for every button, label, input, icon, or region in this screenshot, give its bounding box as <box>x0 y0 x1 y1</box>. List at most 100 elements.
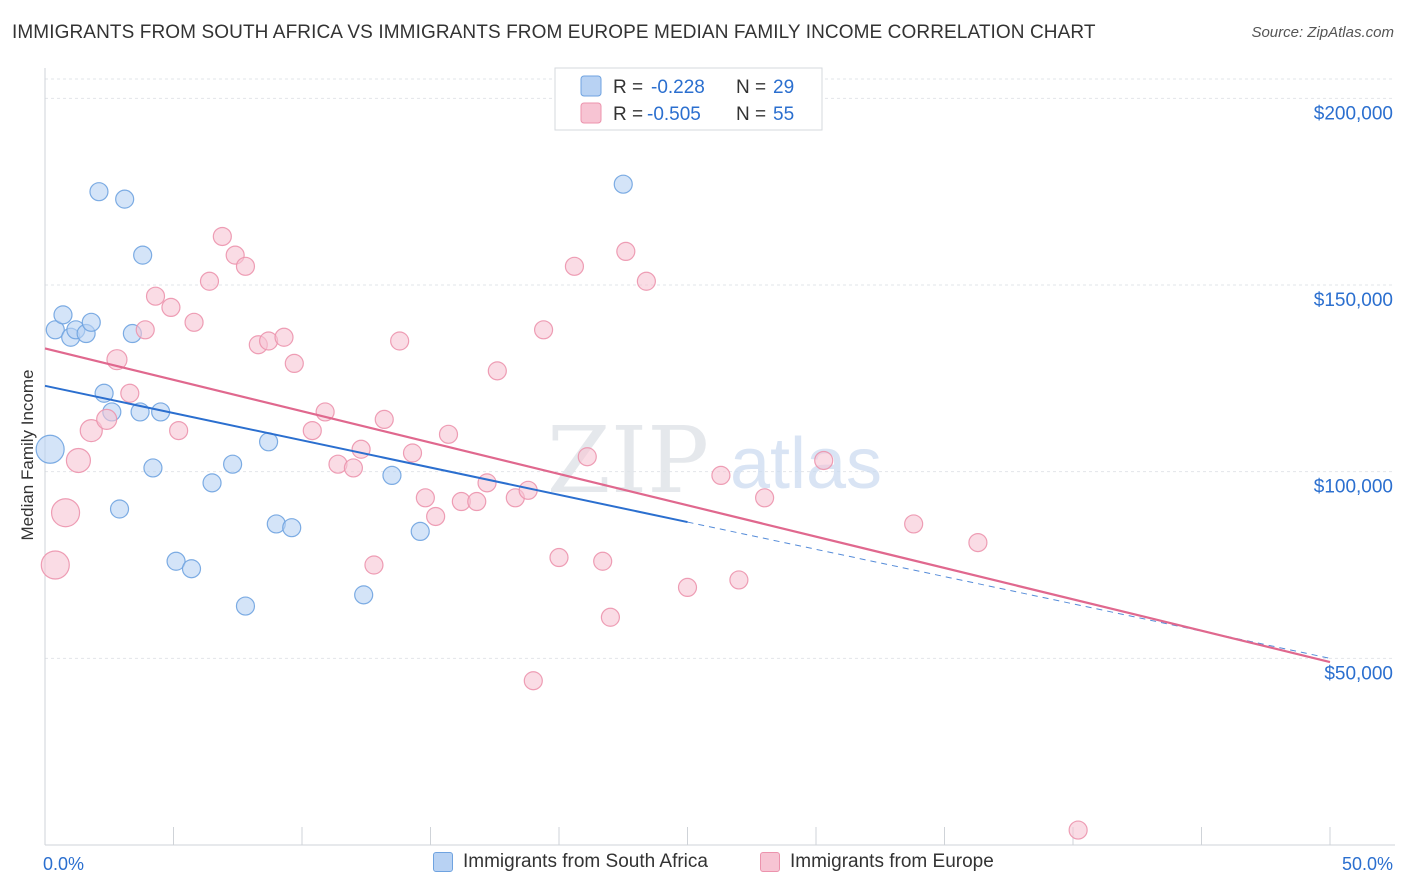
point-europe-8 <box>145 286 166 306</box>
point-south-africa-13 <box>133 245 153 265</box>
legend-n-value-south-africa: 29 <box>773 77 794 98</box>
point-europe-27 <box>390 331 410 351</box>
watermark-atlas: atlas <box>730 424 882 504</box>
point-europe-39 <box>549 547 569 568</box>
point-europe-3 <box>79 419 103 443</box>
point-south-africa-20 <box>223 454 243 474</box>
point-south-africa-11 <box>115 189 135 209</box>
y-tick-label-3: $200,000 <box>1314 103 1393 124</box>
point-south-africa-6 <box>81 312 101 332</box>
point-europe-15 <box>235 256 256 276</box>
trend-line-south-africa <box>44 384 688 524</box>
point-europe-0 <box>40 550 70 580</box>
watermark-zip: ZIP <box>547 407 709 514</box>
legend-bottom-label-south-africa: Immigrants from South Africa <box>463 851 708 872</box>
point-south-africa-15 <box>143 458 163 478</box>
point-europe-50 <box>754 488 775 508</box>
point-europe-23 <box>343 458 363 478</box>
legend-r-value-south-africa: -0.228 <box>651 77 705 98</box>
legend-item-europe: Immigrants from Europe <box>760 851 994 873</box>
point-europe-12 <box>199 271 220 291</box>
source-label: Source: ZipAtlas.com <box>1251 24 1394 41</box>
point-south-africa-0 <box>35 434 65 464</box>
point-europe-24 <box>351 439 371 459</box>
point-south-africa-10 <box>109 499 130 519</box>
trend-layer <box>44 347 1331 664</box>
point-europe-42 <box>593 551 613 571</box>
point-south-africa-21 <box>235 596 256 616</box>
point-europe-41 <box>577 447 597 467</box>
point-europe-38 <box>533 320 554 340</box>
point-europe-33 <box>467 491 487 512</box>
point-europe-49 <box>729 570 749 590</box>
y-tick-labels: $50,000 $100,000 $150,000 $200,000 <box>1314 103 1393 684</box>
x-tick-label-max: 50.0% <box>1342 854 1393 874</box>
point-europe-53 <box>968 532 988 553</box>
point-south-africa-19 <box>202 473 222 493</box>
y-tick-label-0: $50,000 <box>1324 663 1393 684</box>
point-europe-7 <box>135 320 155 340</box>
point-europe-4 <box>96 408 118 430</box>
point-europe-20 <box>302 421 322 441</box>
watermark: ZIP atlas <box>547 407 882 514</box>
point-europe-45 <box>636 271 656 291</box>
point-south-africa-27 <box>410 521 430 542</box>
legend-bottom-label-europe: Immigrants from Europe <box>790 851 994 872</box>
point-south-africa-2 <box>53 305 73 325</box>
point-europe-30 <box>426 506 446 527</box>
x-tick-label-min: 0.0% <box>43 854 84 874</box>
point-europe-28 <box>402 443 423 463</box>
point-europe-19 <box>284 353 304 373</box>
points-layer <box>35 174 1088 840</box>
point-south-africa-1 <box>45 320 65 340</box>
point-europe-52 <box>904 514 924 534</box>
point-europe-1 <box>50 498 81 528</box>
y-axis-label: Median Family Income <box>18 369 37 540</box>
point-south-africa-18 <box>181 559 202 579</box>
point-south-africa-25 <box>354 585 374 605</box>
legend-bottom-swatch-south-africa <box>433 852 453 872</box>
point-europe-6 <box>120 383 140 403</box>
point-europe-43 <box>600 607 621 627</box>
point-south-africa-28 <box>613 174 633 194</box>
point-europe-54 <box>1068 820 1088 840</box>
point-europe-48 <box>711 465 731 485</box>
point-europe-13 <box>212 226 232 247</box>
point-europe-34 <box>477 473 497 493</box>
legend-n-label-europe: N = <box>736 104 766 125</box>
point-europe-31 <box>438 424 459 444</box>
legend-bottom: Immigrants from South Africa Immigrants … <box>0 851 1406 879</box>
y-tick-label-2: $150,000 <box>1314 290 1393 311</box>
legend-item-south-africa: Immigrants from South Africa <box>433 851 708 873</box>
point-south-africa-24 <box>282 518 302 538</box>
legend-n-label-south-africa: N = <box>736 77 766 98</box>
point-europe-25 <box>364 555 384 575</box>
point-europe-51 <box>814 450 834 471</box>
point-europe-10 <box>169 421 189 441</box>
point-europe-35 <box>487 361 507 381</box>
point-europe-18 <box>274 327 294 347</box>
chart-title: IMMIGRANTS FROM SOUTH AFRICA VS IMMIGRAN… <box>12 22 1096 43</box>
legend-bottom-swatch-europe <box>760 852 780 872</box>
point-europe-11 <box>184 312 204 332</box>
point-south-africa-7 <box>89 182 109 202</box>
grid-layer <box>45 78 1395 659</box>
legend-r-value-europe: -0.505 <box>647 104 701 125</box>
point-europe-40 <box>564 256 585 276</box>
point-south-africa-26 <box>382 465 402 485</box>
legend-swatch-europe <box>580 102 602 124</box>
point-europe-46 <box>523 671 543 691</box>
y-tick-label-1: $100,000 <box>1314 477 1393 498</box>
point-europe-9 <box>161 297 181 317</box>
axis-layer <box>44 68 1395 846</box>
point-europe-44 <box>616 241 636 261</box>
point-europe-29 <box>415 488 435 508</box>
legend-r-label-europe: R = <box>613 104 643 125</box>
trend-line-europe <box>44 347 1331 664</box>
legend-n-value-europe: 55 <box>773 104 794 125</box>
legend-swatch-south-africa <box>580 75 602 97</box>
point-europe-2 <box>65 447 92 474</box>
point-europe-26 <box>374 409 394 429</box>
legend-r-label-south-africa: R = <box>613 77 643 98</box>
